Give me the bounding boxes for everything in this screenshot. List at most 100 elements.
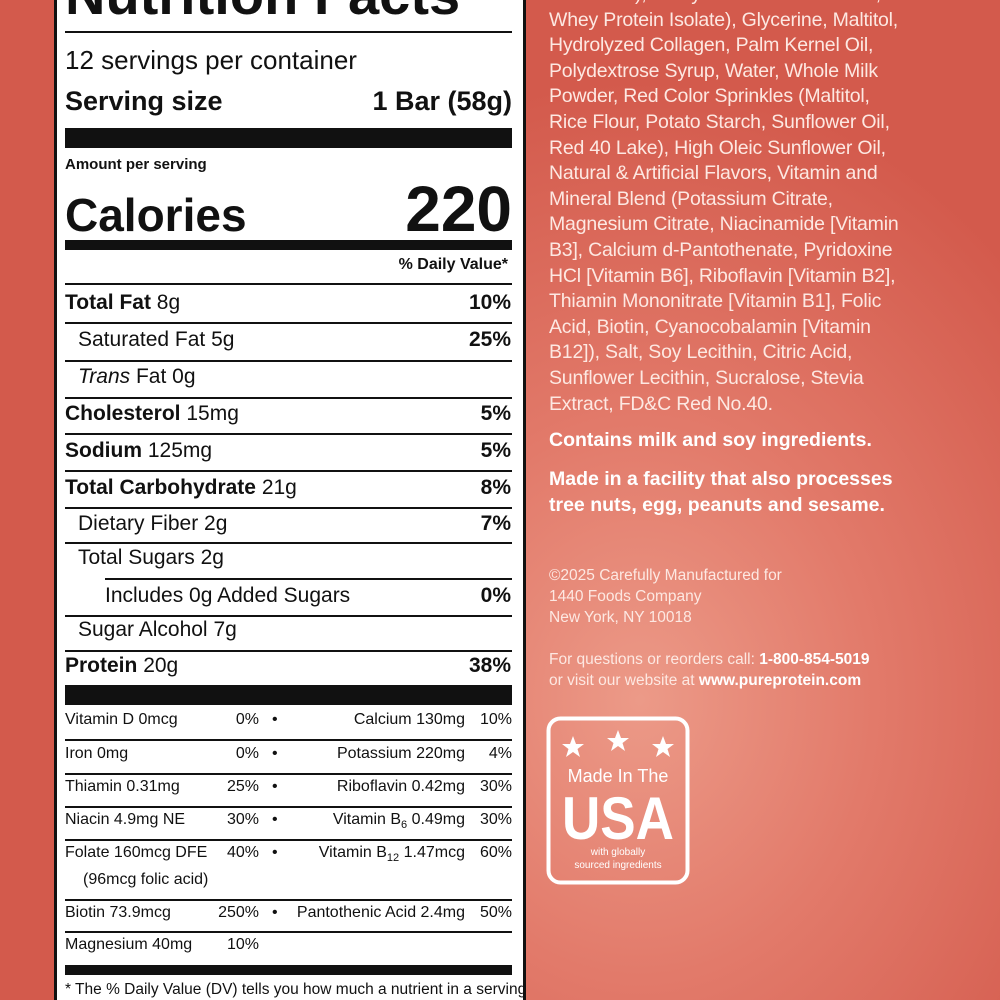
ingredient-line: Thiamin Mononitrate [Vitamin B1], Folic [549,290,882,313]
vitamin-label: Riboflavin 0.42mg [336,778,465,795]
copyright: 1440 Foods Company [549,588,702,605]
allergen: Contains milk and soy ingredients. [549,429,872,451]
phone: 1-800-854-5019 [759,651,870,668]
vitamin-label: Potassium 220mg [336,745,465,762]
ingredient-line: Caseinate), Whey Protein Concentrate, [549,0,881,6]
badge-text: Made In The [568,766,669,786]
nutrient-amount: 21g [261,476,297,499]
copyright: ©2025 Carefully Manufactured for [549,567,782,584]
footnote: * The % Daily Value (DV) tells you how m… [65,981,527,998]
bullet: • [272,844,278,861]
badge-border [546,716,690,885]
nutrient-name: Sodium [65,439,142,462]
rule [65,322,512,324]
rule [65,470,512,472]
nutrient-name-group: Dietary Fiber 2g [78,512,227,536]
vitamin-name: Vitamin D 0mcg [65,711,178,728]
ingredient-line: Mineral Blend (Potassium Citrate, [549,187,833,210]
website: www.pureprotein.com [698,672,862,689]
bullet: • [272,711,278,728]
vitamin-row: Niacin 4.9mg NE 30% • Vitamin B6 0.49mg 30% [65,811,512,837]
facility-line: Made in a facility that also processes [549,468,893,490]
label-title: Nutrition Facts [65,0,460,27]
vitamin-subscript: 6 [401,819,408,832]
nutrient-name-group: Sugar Alcohol 7g [78,618,237,642]
vitamin-name: Pantothenic Acid 2.4mg [297,904,465,922]
rule [65,739,512,741]
nutrient-row: Total Carbohydrate 21g 8% [65,473,511,503]
nutrient-row: Sodium 125mg 5% [65,436,511,466]
vitamin-label: Pantothenic Acid 2.4mg [296,904,465,921]
thick-rule [65,128,512,148]
servings: 12 servings per container [65,45,357,75]
nutrient-name: Fat [135,365,167,388]
ingredient-line: Powder, Red Color Sprinkles (Maltitol, [549,85,870,108]
nutrient-dv: 5% [480,439,511,462]
rule [65,360,512,362]
dv-header: % Daily Value* [398,256,508,273]
serving-size: 1 Bar (58g) [372,86,512,116]
amount-per-serving: Amount per serving [65,156,207,173]
bullet: • [272,745,278,762]
vitamin-row: Vitamin D 0mcg 0% • Calcium 130mg 10% [65,711,512,737]
vitamin-name: Vitamin B12 1.47mcg [319,844,465,864]
vitamin-row: Biotin 73.9mcg 250% • Pantothenic Acid 2.4m… [65,904,512,930]
vitamin-name: Biotin 73.9mcg [65,904,171,921]
nutrient-name: Total Sugars [78,546,195,569]
ingredient-line: Hydrolyzed Collagen, Palm Kernel Oil, [549,34,874,57]
nutrition-label [54,0,526,1000]
usa-badge: Made In The USA with globally sourced in… [546,716,690,885]
ingredient-line: Acid, Biotin, Cyanocobalamin [Vitamin [549,315,871,338]
ingredient-line: B3], Calcium d-Pantothenate, Pyridoxine [549,239,893,261]
calories-label: Calories [65,189,247,241]
vitamin-amount: 1.47mcg [403,844,465,861]
ingredient-line: Sunflower Lecithin, Sucralose, Stevia [549,367,864,389]
nutrient-name-group: Total Carbohydrate 21g [65,476,297,500]
contact: or visit our website at www.pureprotein.… [549,672,861,690]
nutrient-name: Cholesterol [65,402,181,425]
facility-line: tree nuts, egg, peanuts and sesame. [549,494,885,516]
medium-rule [65,240,512,250]
nutrient-amount: 2g [204,512,228,535]
vitamin-label: Vitamin B [318,844,387,861]
ingredient-line: HCl [Vitamin B6], Riboflavin [Vitamin B2… [549,264,896,287]
nutrient-dv: 25% [468,328,511,351]
vitamin-dv: 10% [479,711,512,728]
nutrient-name: Total Carbohydrate [65,476,256,499]
vitamin-dv: 250% [218,904,259,921]
nutrient-amount: 7g [213,618,237,641]
ingredient-line: Natural & Artificial Flavors, Vitamin an… [549,162,878,185]
nutrient-amount: 2g [200,546,224,569]
nutrient-row: Trans Fat 0g [78,362,511,392]
rule [65,931,512,933]
vitamin-dv: 30% [226,811,259,828]
nutrient-amount: 5g [211,328,235,351]
nutrient-name-group: Total Fat 8g [65,291,180,315]
bullet: • [272,811,278,828]
vitamin-row: Iron 0mg 0% • Potassium 220mg 4% [65,745,512,771]
nutrient-row: Includes 0g Added Sugars 0% [105,581,511,611]
nutrient-dv: 8% [480,476,511,499]
vitamin-amount: 0.49mg [411,811,465,828]
contact-text: For questions or reorders call: [549,651,755,668]
vitamin-note: (96mcg folic acid) [83,871,209,888]
vitamin-dv: 30% [479,811,512,828]
ingredient-line: B12]), Salt, Soy Lecithin, Citric Acid, [549,341,853,364]
vitamin-name: Potassium 220mg [337,745,465,763]
vitamin-row: Magnesium 40mg 10% [65,936,512,962]
contact: For questions or reorders call: 1-800-85… [549,651,870,669]
vitamin-name: Calcium 130mg [354,711,465,729]
serving-size-label: Serving size [65,86,223,116]
nutrient-dv: 10% [468,291,511,314]
nutrient-row: Sugar Alcohol 7g [78,615,511,645]
badge-note: with globally [590,847,645,858]
nutrient-dv: 7% [480,512,511,535]
rule [65,507,512,509]
nutrient-name-group: Total Sugars 2g [78,546,224,570]
vitamin-name: Thiamin 0.31mg [65,778,180,795]
vitamin-dv: 60% [479,844,512,861]
vitamin-dv: 0% [235,745,259,762]
rule [105,578,512,580]
vitamin-dv: 0% [235,711,259,728]
vitamin-dv: 4% [488,745,512,762]
